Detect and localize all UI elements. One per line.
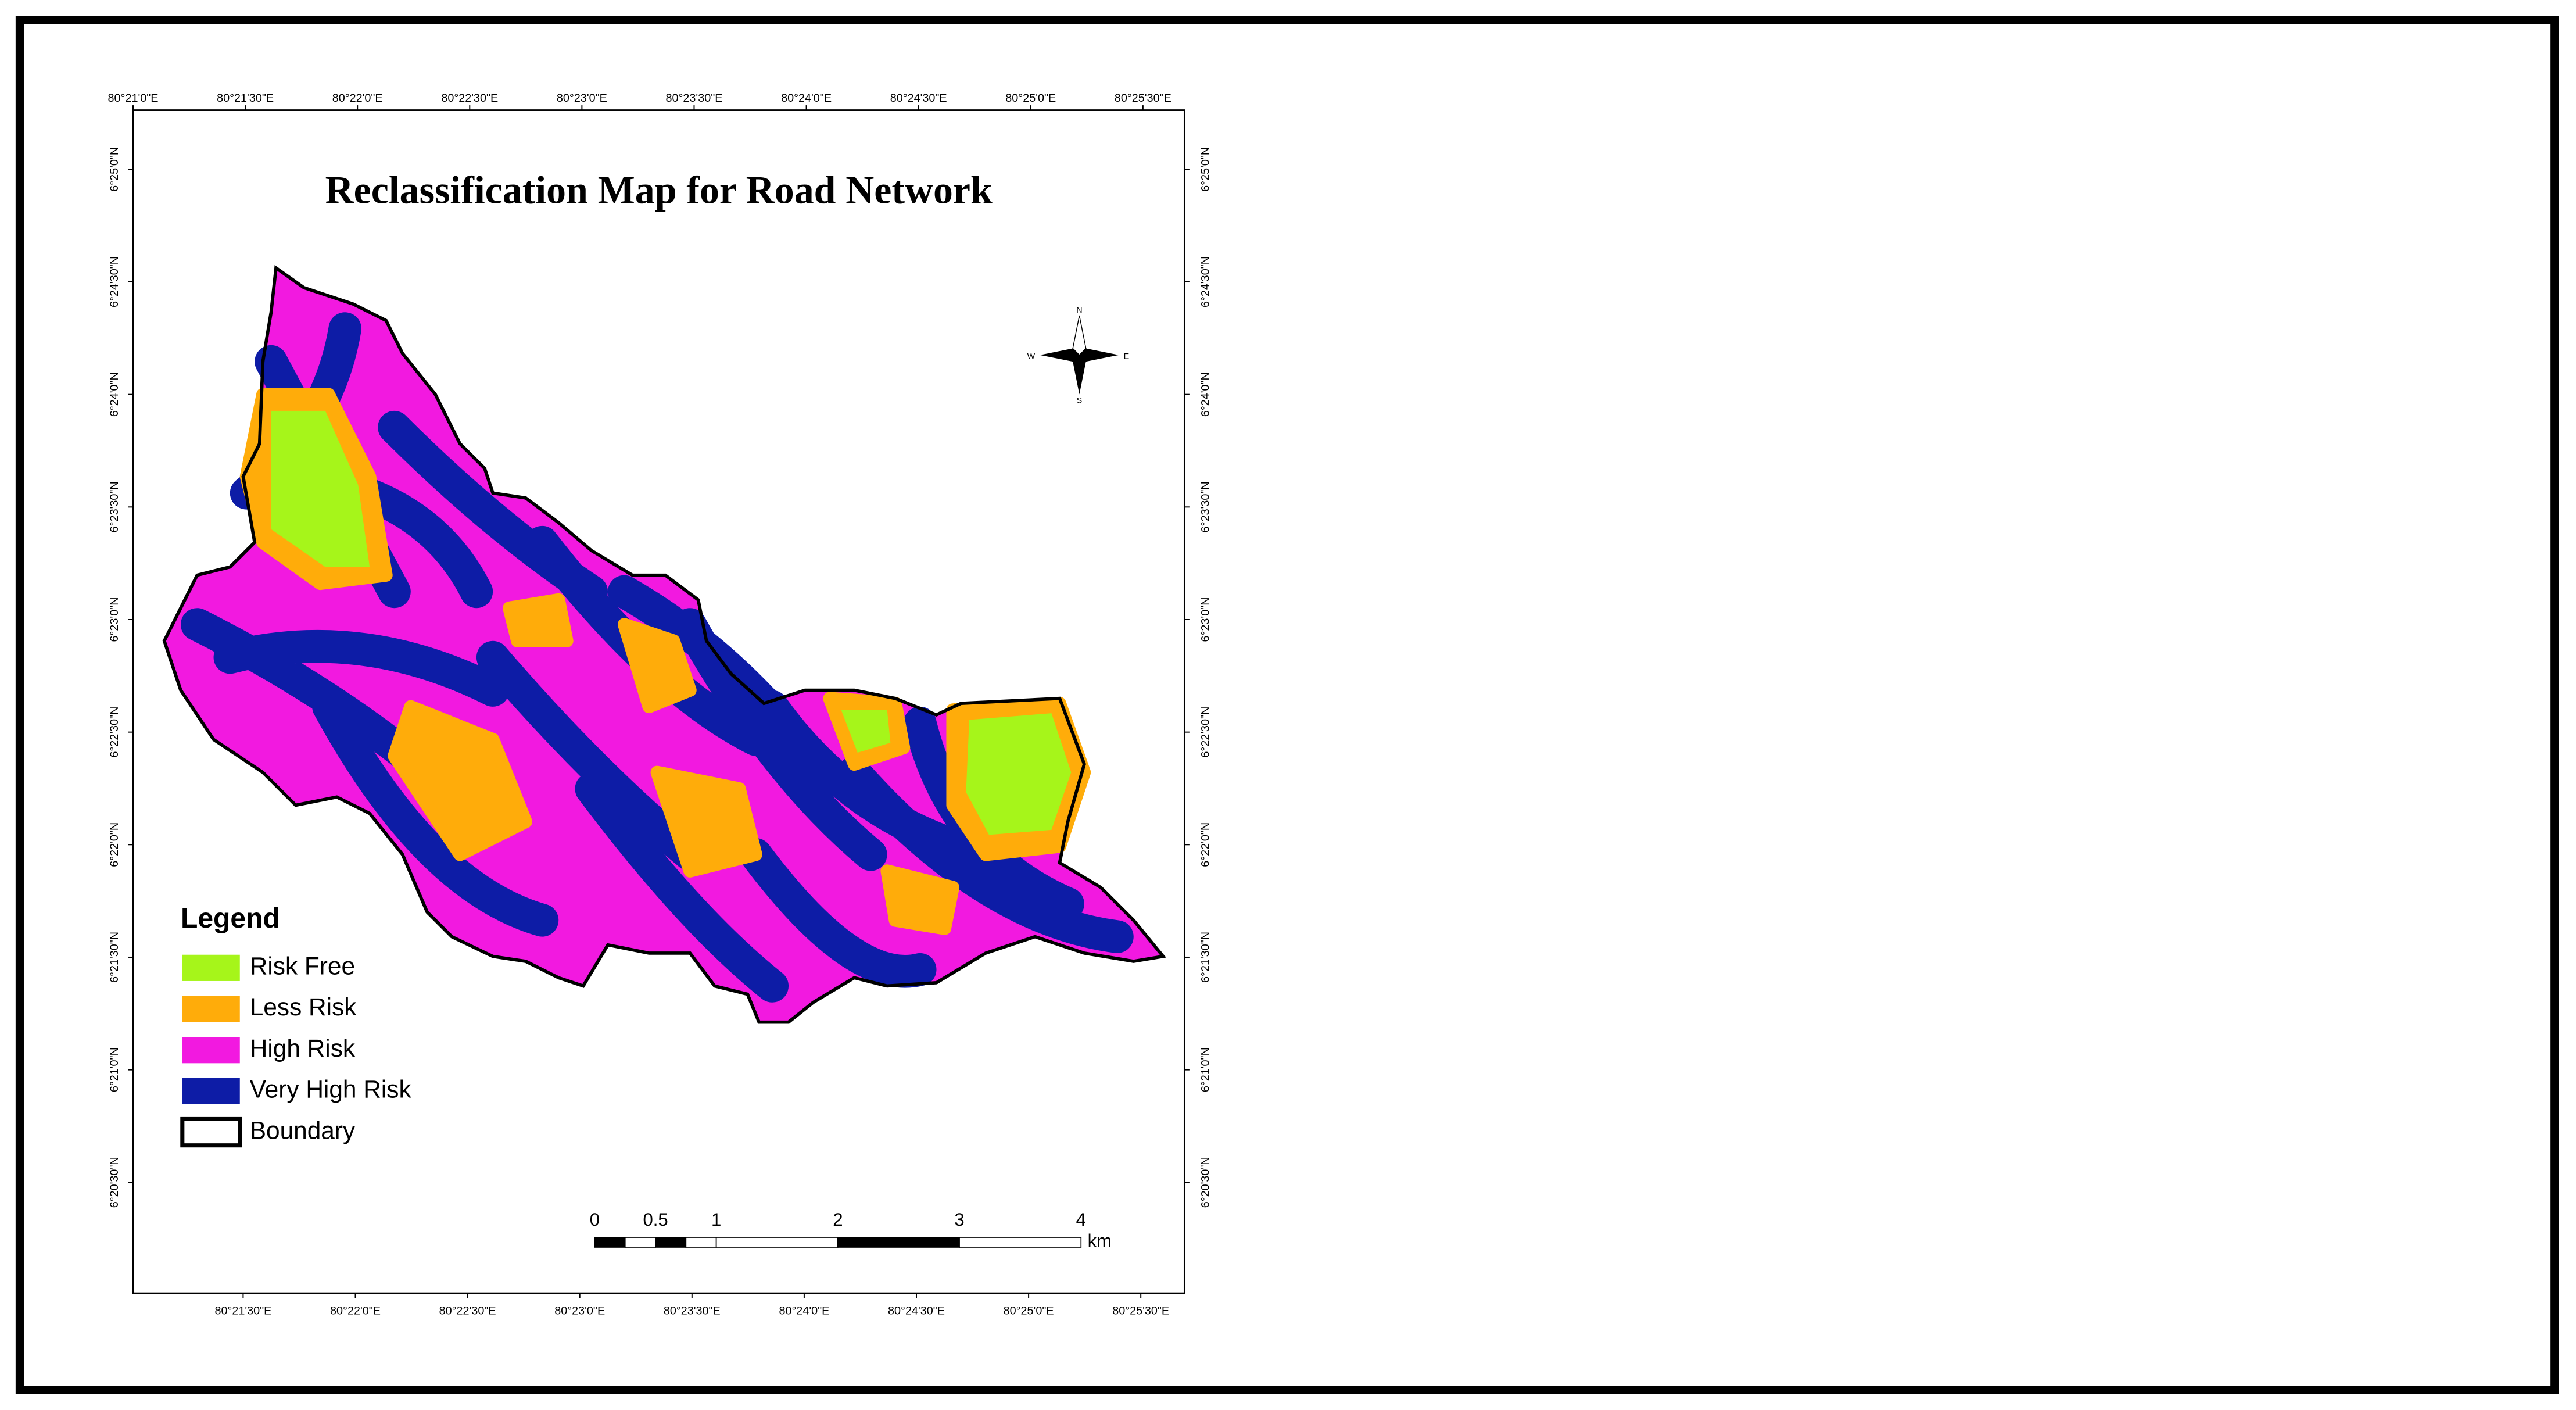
scale-label: 3 [954, 1209, 964, 1230]
left-coordinate: 6°21'0"N [108, 1047, 121, 1092]
top-coordinate: 80°24'0"E [781, 92, 832, 105]
top-coordinate: 80°25'0"E [1005, 92, 1056, 105]
left-coordinate: 6°21'30"N [108, 932, 121, 983]
left-coordinate: 6°22'30"N [108, 707, 121, 758]
scale-segment [837, 1237, 960, 1248]
scale-segment [715, 1237, 839, 1248]
scale-label: 1 [711, 1209, 721, 1230]
top-coordinate: 80°23'0"E [557, 92, 607, 105]
risk-region [162, 264, 1166, 1024]
boundary [162, 264, 1166, 1024]
scale-label: 4 [1076, 1209, 1086, 1230]
top-coordinate: 80°21'30"E [217, 92, 274, 105]
bottom-coordinate: 80°24'30"E [888, 1304, 945, 1317]
left-coordinate: 6°20'30"N [108, 1157, 121, 1208]
compass-label: E [1124, 351, 1129, 360]
left-coordinate: 6°23'30"N [108, 481, 121, 532]
right-coordinate: 6°20'30"N [1199, 1157, 1212, 1208]
legend-label: Risk Free [250, 953, 355, 980]
scale-segment [594, 1237, 626, 1248]
right-coordinate: 6°22'0"N [1199, 822, 1212, 867]
right-coordinate: 6°24'30"N [1199, 256, 1212, 307]
bottom-coordinate: 80°22'0"E [330, 1304, 381, 1317]
left-coordinate: 6°23'0"N [108, 597, 121, 642]
bottom-coordinate: 80°24'0"E [779, 1304, 829, 1317]
top-coordinate: 80°21'0"E [108, 92, 159, 105]
legend-title: Legend [181, 903, 280, 934]
right-coordinate: 6°25'0"N [1199, 147, 1212, 192]
bottom-coordinate: 80°23'0"E [554, 1304, 605, 1317]
map-title: Reclassification Map for Road Network [325, 168, 993, 212]
legend-swatch [182, 954, 240, 981]
right-coordinate: 6°21'30"N [1199, 932, 1212, 983]
left-coordinate: 6°24'30"N [108, 256, 121, 307]
left-coordinate: 6°22'0"N [108, 822, 121, 867]
legend-label: Boundary [250, 1116, 356, 1144]
right-coordinate: 6°22'30"N [1199, 707, 1212, 758]
scale-label: 2 [833, 1209, 843, 1230]
legend-swatch [182, 996, 240, 1022]
right-coordinate: 6°23'30"N [1199, 481, 1212, 532]
bottom-coordinate: 80°25'0"E [1004, 1304, 1054, 1317]
scale-segment [624, 1237, 656, 1248]
legend-swatch [180, 1116, 242, 1148]
right-coordinate: 6°21'0"N [1199, 1047, 1212, 1092]
less-risk-zones [239, 388, 1091, 935]
compass-label: W [1027, 351, 1036, 360]
top-coordinate: 80°23'30"E [666, 92, 723, 105]
scale-label: 0 [590, 1209, 600, 1230]
scale-segment [685, 1237, 717, 1248]
compass-star-light [1072, 315, 1087, 356]
legend-swatch [182, 1037, 240, 1064]
scale-segment [959, 1237, 1082, 1248]
bottom-coordinate: 80°23'30"E [664, 1304, 721, 1317]
scale-unit: km [1088, 1231, 1112, 1251]
compass-label: S [1077, 396, 1082, 405]
scale-segment [655, 1237, 687, 1248]
compass-label: N [1076, 305, 1082, 314]
left-coordinate: 6°25'0"N [108, 147, 121, 192]
north-arrow: N E S W [1027, 305, 1129, 405]
right-coordinate: 6°23'0"N [1199, 597, 1212, 642]
bottom-coordinate: 80°22'30"E [439, 1304, 496, 1317]
bottom-coordinate: 80°21'30"E [214, 1304, 271, 1317]
bottom-coordinate: 80°25'30"E [1112, 1304, 1169, 1317]
legend-label: Very High Risk [250, 1076, 412, 1103]
top-coordinate: 80°22'30"E [441, 92, 498, 105]
left-coordinate: 6°24'0"N [108, 372, 121, 417]
top-coordinate: 80°25'30"E [1115, 92, 1171, 105]
right-coordinate: 6°24'0"N [1199, 372, 1212, 417]
top-coordinate: 80°24'30"E [890, 92, 947, 105]
risk-free-zones [271, 410, 1072, 835]
scale-label: 0.5 [643, 1209, 668, 1230]
legend-swatch [182, 1078, 240, 1105]
top-coordinate: 80°22'0"E [332, 92, 383, 105]
legend-label: High Risk [250, 1035, 356, 1062]
legend-label: Less Risk [250, 993, 357, 1021]
